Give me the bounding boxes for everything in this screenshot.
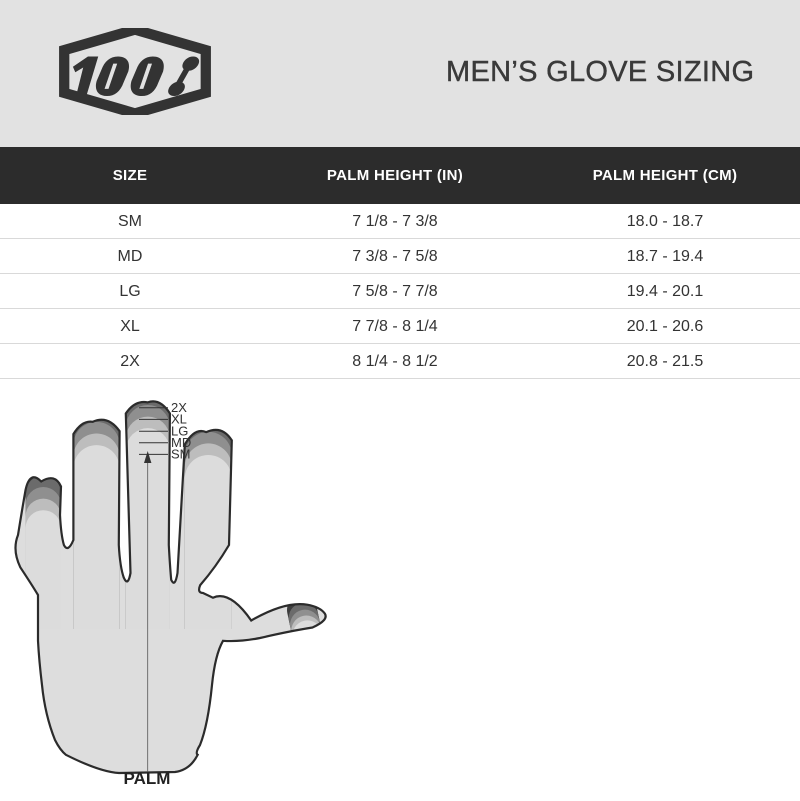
svg-text:PALM: PALM	[124, 769, 171, 785]
svg-text:SM: SM	[171, 447, 191, 462]
